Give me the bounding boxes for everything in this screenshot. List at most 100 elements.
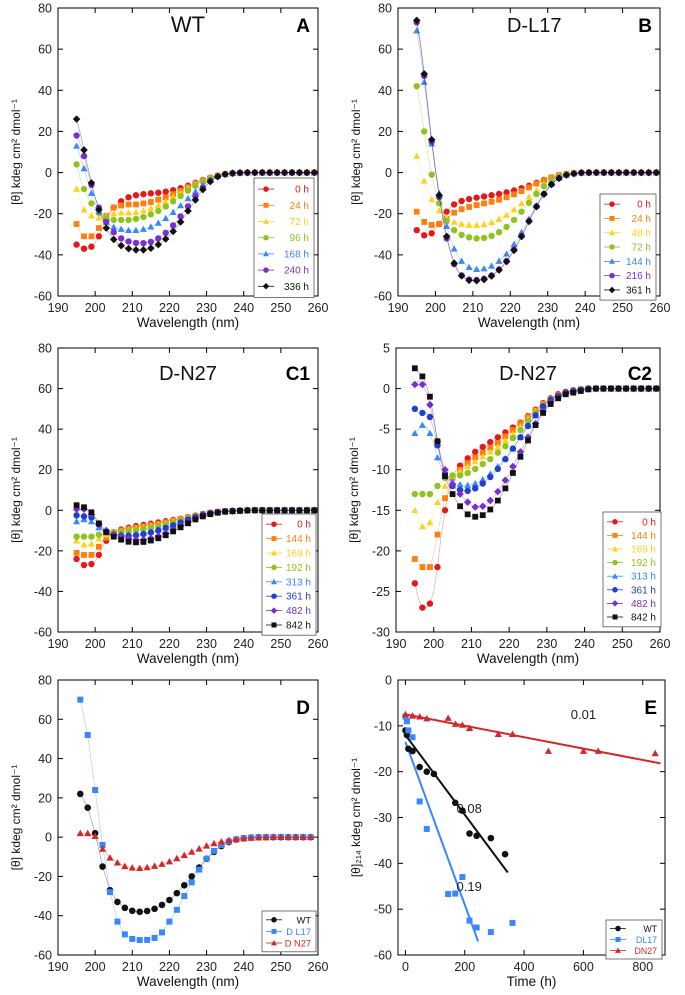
y-tick-label: -20 — [34, 544, 52, 558]
data-point — [540, 182, 548, 190]
y-tick-label: 80 — [38, 674, 52, 688]
data-point — [464, 469, 471, 477]
data-point — [258, 168, 267, 177]
data-point — [464, 487, 471, 495]
legend-entry: 313 h — [631, 572, 656, 583]
data-point — [121, 931, 128, 938]
data-point — [518, 188, 525, 194]
data-point — [645, 385, 652, 392]
x-tick-label: 0 — [402, 960, 409, 974]
data-point — [501, 476, 510, 485]
data-point — [409, 747, 416, 755]
data-point — [638, 385, 645, 392]
x-tick-label: 200 — [85, 301, 106, 315]
data-point — [607, 168, 616, 177]
data-point — [169, 522, 177, 529]
legend-marker — [612, 587, 618, 593]
data-point — [517, 426, 524, 434]
data-point — [451, 209, 458, 216]
x-tick-label: 230 — [537, 301, 558, 315]
legend-marker — [612, 519, 618, 525]
data-point — [502, 257, 511, 266]
data-point — [91, 832, 99, 840]
series-layer — [411, 365, 660, 611]
data-point — [77, 696, 84, 703]
data-point — [232, 835, 240, 843]
data-point — [95, 543, 102, 550]
data-point — [106, 854, 114, 861]
plot-frame — [57, 347, 319, 633]
x-tick-label: 220 — [500, 301, 521, 315]
legend-marker — [271, 550, 277, 556]
data-point — [154, 240, 163, 249]
y-tick-label: -30 — [372, 626, 390, 640]
x-tick-label: 190 — [48, 637, 69, 651]
x-tick-label: 250 — [270, 960, 291, 974]
data-point — [88, 560, 95, 568]
data-point — [495, 257, 503, 264]
data-point — [488, 218, 496, 226]
data-point — [509, 919, 516, 926]
data-point — [562, 391, 569, 398]
x-tick-label: 220 — [159, 637, 180, 651]
data-point — [84, 732, 91, 738]
data-point — [503, 223, 510, 231]
data-point — [403, 718, 410, 725]
data-point — [473, 924, 480, 931]
data-point — [73, 537, 81, 544]
data-point — [95, 531, 103, 538]
x-tick-label: 230 — [196, 960, 217, 974]
data-point — [117, 225, 125, 232]
data-point — [456, 472, 464, 479]
data-point — [450, 226, 458, 234]
legend-entry: 72 h — [632, 243, 651, 254]
data-point — [196, 866, 203, 873]
data-point — [236, 169, 244, 177]
data-point — [166, 918, 173, 925]
data-point — [84, 829, 92, 837]
data-point — [510, 240, 518, 247]
data-point — [426, 600, 434, 607]
data-point — [418, 421, 426, 428]
data-point — [132, 527, 140, 534]
data-point — [623, 385, 629, 392]
data-point — [458, 220, 466, 227]
data-point — [211, 847, 217, 854]
data-point — [136, 864, 144, 872]
data-point — [199, 185, 207, 194]
data-point — [413, 82, 420, 90]
data-point — [592, 168, 601, 177]
data-point — [237, 507, 243, 514]
data-point — [630, 385, 637, 392]
data-point — [458, 231, 465, 239]
data-point — [472, 465, 479, 473]
data-point — [80, 513, 88, 520]
data-point — [450, 245, 458, 252]
legend-entry: 72 h — [290, 217, 309, 228]
data-point — [479, 460, 486, 468]
data-point — [494, 487, 502, 496]
data-point — [524, 433, 532, 442]
x-tick-label: 260 — [308, 960, 329, 974]
legend-marker — [271, 940, 277, 946]
legend: 0 h 24 h 48 h 72 h 144 h 216 h 361 h — [599, 193, 657, 301]
legend-entry: 169 h — [631, 545, 656, 556]
series-313-h — [411, 385, 660, 488]
chart-panel-e: 0 200 400 600 800 -60 -50 -40 -30 -20 -10 0 Time (h)… — [349, 674, 666, 989]
panel-title: D-N27 — [499, 363, 557, 385]
series-line — [414, 388, 657, 486]
data-point — [80, 533, 88, 540]
data-point — [495, 190, 503, 198]
data-point — [118, 536, 125, 543]
data-point — [435, 191, 443, 199]
data-point — [118, 202, 125, 209]
data-point — [140, 213, 147, 221]
data-point — [509, 434, 517, 442]
data-point — [150, 862, 159, 869]
legend-entry: 48 h — [632, 228, 651, 239]
data-point — [88, 200, 95, 207]
x-tick-label: 200 — [85, 960, 106, 974]
data-point — [533, 180, 540, 187]
data-point — [84, 804, 92, 811]
data-point — [532, 412, 539, 419]
